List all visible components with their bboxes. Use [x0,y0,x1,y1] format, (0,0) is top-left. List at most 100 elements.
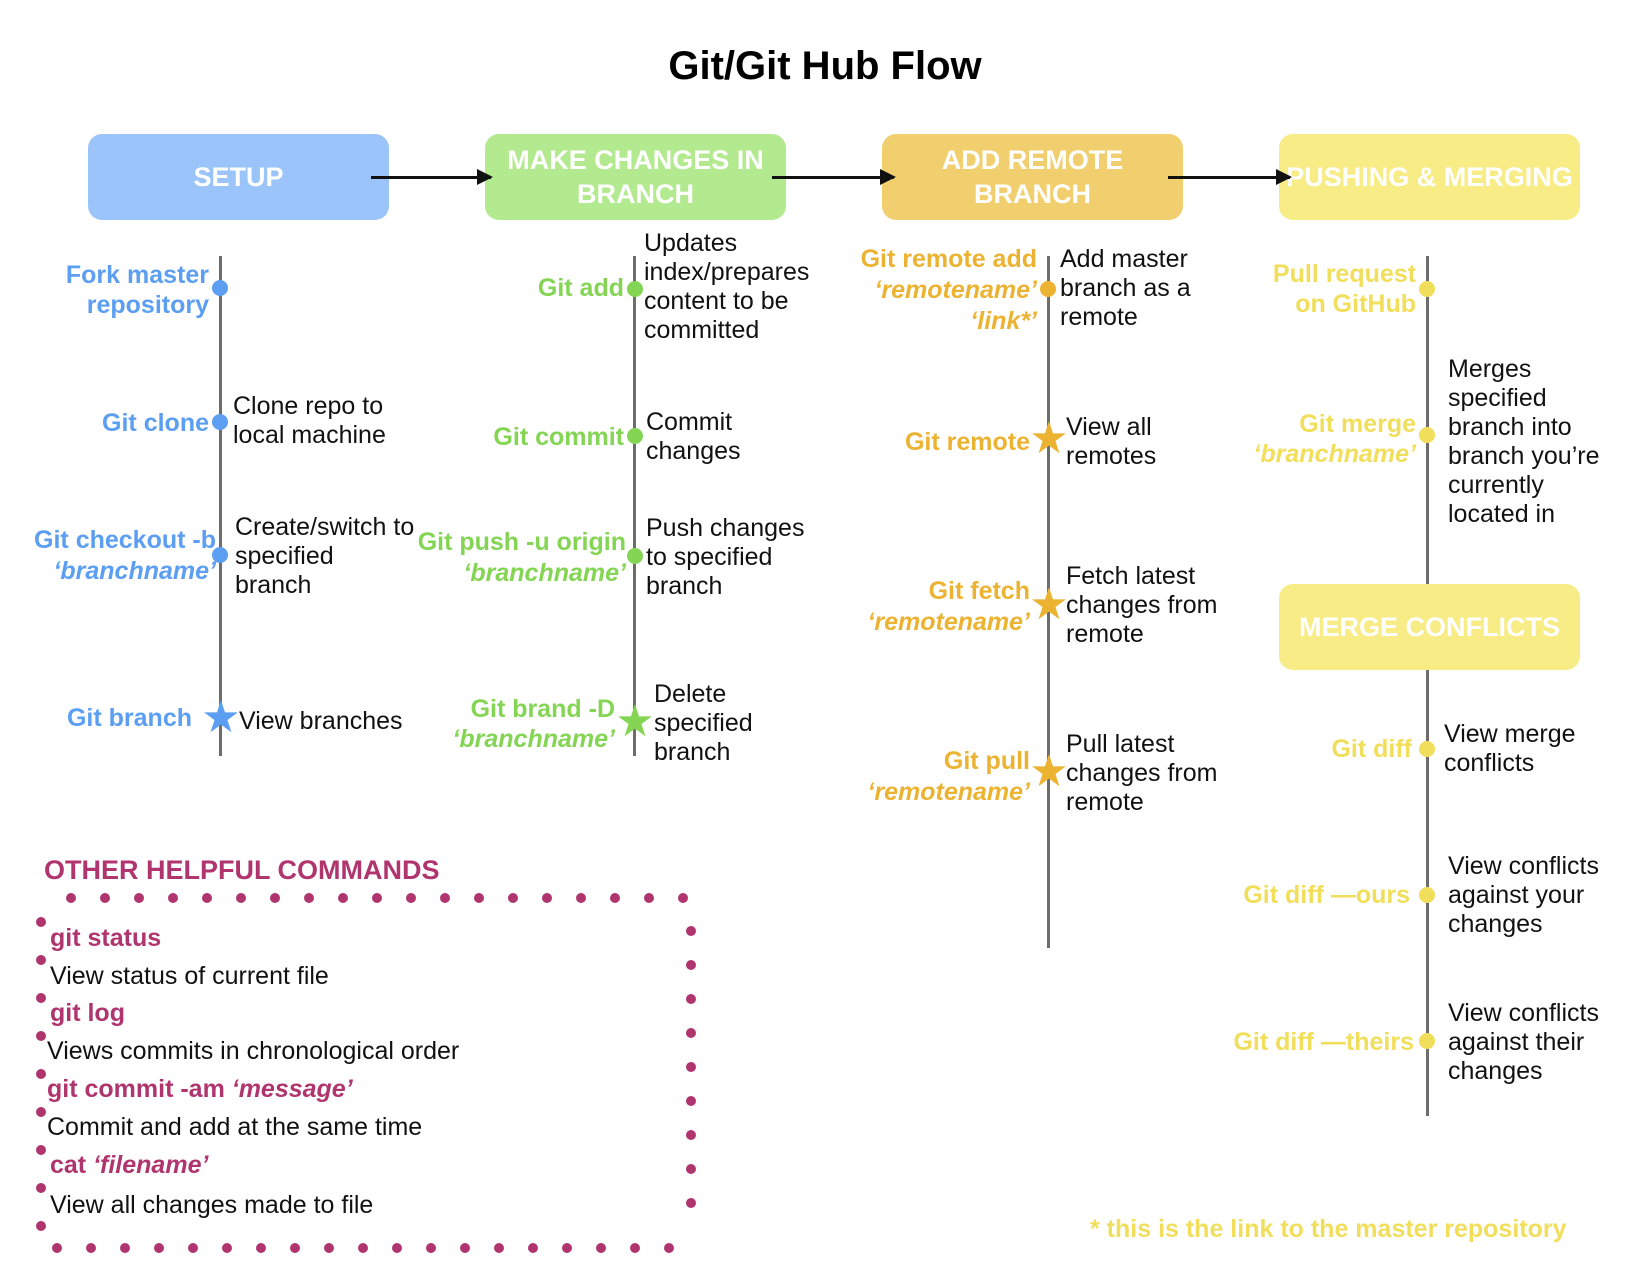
pushing-arg-merge: ‘branchname’ [1253,440,1416,468]
changes-desc-add: Updates index/prepares content to be com… [644,229,810,344]
changes-cmd-commit: Git commit [493,423,624,451]
frame-dot [610,893,620,903]
other-desc-cat: View all changes made to file [50,1191,374,1219]
setup-cmd-branch: Git branch [66,704,192,732]
conflicts-node-theirs [1419,1033,1435,1049]
other-cmd-cat-name: cat [50,1151,87,1179]
setup-node-fork [212,280,228,296]
changes-desc-delete: Delete specified branch [654,680,753,766]
frame-dot [686,960,696,970]
star-icon: ★ [1029,414,1069,463]
frame-dot [576,893,586,903]
frame-dot [36,1221,46,1231]
flow-arrow-1 [371,169,493,185]
other-cmd-cat: cat ‘filename’ [50,1151,208,1180]
page-title: Git/Git Hub Flow [668,44,982,88]
remote-desc-add: Add master branch as a remote [1060,245,1191,331]
pushing-node-merge [1419,427,1435,443]
frame-dot [270,893,280,903]
changes-node-push [627,548,643,564]
frame-dot [542,893,552,903]
remote-cmd-add: Git remote add [860,245,1037,273]
pushing-merging-header-label: PUSHING & MERGING [1286,162,1573,192]
conflicts-node-ours [1419,887,1435,903]
frame-dot [686,1130,696,1140]
pushing-cmd-merge: Git merge [1299,410,1416,438]
frame-dot [324,1243,334,1253]
setup-node-clone [212,414,228,430]
remote-cmd-pull: Git pull [943,747,1030,775]
frame-dot [460,1243,470,1253]
frame-dot [290,1243,300,1253]
frame-dot [66,893,76,903]
setup-desc-clone: Clone repo to local machine [233,392,386,449]
setup-arg-checkout: ‘branchname’ [53,557,216,585]
pushing-timeline [1426,256,1429,584]
setup-cmd-fork: Fork master repository [65,261,209,319]
remote-desc-fetch: Fetch latest changes from remote [1066,562,1218,648]
pushing-merging-header: PUSHING & MERGING [1279,134,1580,220]
frame-dot [154,1243,164,1253]
frame-dot [406,893,416,903]
other-cmd-commit: git commit -am ‘message’ [47,1075,353,1104]
frame-dot [686,1062,696,1072]
frame-dot [562,1243,572,1253]
star-icon: ★ [1029,580,1069,629]
frame-dot [392,1243,402,1253]
other-desc-status: View status of current file [50,962,329,990]
other-commands-title: OTHER HELPFUL COMMANDS [44,855,440,885]
setup-node-checkout [212,547,228,563]
other-cmd-commit-name: git commit -am [47,1075,225,1103]
other-cmd-status: git status [50,924,162,952]
star-icon: ★ [1029,747,1069,796]
add-remote-header: ADD REMOTE BRANCH [882,134,1183,220]
frame-dot [36,1107,46,1117]
frame-dot [36,955,46,965]
remote-cmd-fetch: Git fetch [928,577,1030,605]
other-cmd-commit-arg: ‘message’ [231,1075,353,1103]
setup-header: SETUP [88,134,389,220]
frame-dot [188,1243,198,1253]
frame-dot [86,1243,96,1253]
conflicts-node-diff [1419,741,1435,757]
setup-desc-checkout: Create/switch to specified branch [235,513,415,599]
frame-dot [372,893,382,903]
star-icon: ★ [615,697,655,746]
changes-cmd-push: Git push -u origin [417,528,626,556]
frame-dot [202,893,212,903]
merge-conflicts-header: MERGE CONFLICTS [1279,584,1580,670]
frame-dot [686,1164,696,1174]
frame-dot [528,1243,538,1253]
frame-dot [338,893,348,903]
remote-cmd-view: Git remote [904,428,1030,456]
changes-timeline [633,256,636,756]
frame-dot [36,1069,46,1079]
changes-node-add [627,281,643,297]
frame-dot [596,1243,606,1253]
conflicts-desc-ours: View conflicts against your changes [1448,852,1599,938]
frame-dot [120,1243,130,1253]
frame-dot [686,1028,696,1038]
frame-dot [304,893,314,903]
other-cmd-cat-arg: ‘filename’ [93,1151,209,1179]
other-desc-commit: Commit and add at the same time [47,1113,423,1141]
flow-arrow-3 [1168,169,1292,185]
pushing-cmd-pull-request: Pull request on GitHub [1272,260,1416,318]
frame-dot [474,893,484,903]
merge-conflicts-header-label: MERGE CONFLICTS [1299,612,1560,642]
changes-arg-push: ‘branchname’ [463,559,626,587]
make-changes-header: MAKE CHANGES IN BRANCH [485,134,786,220]
frame-dot [678,893,688,903]
changes-cmd-add: Git add [537,274,624,302]
changes-arg-delete: ‘branchname’ [452,725,615,753]
conflicts-desc-theirs: View conflicts against their changes [1448,999,1599,1085]
frame-dot [236,893,246,903]
setup-cmd-checkout: Git checkout -b [34,526,216,554]
other-desc-log: Views commits in chronological order [47,1037,460,1065]
conflicts-desc-diff: View merge conflicts [1444,720,1576,777]
setup-timeline [219,256,222,756]
frame-dot [644,893,654,903]
frame-dot [168,893,178,903]
frame-dot [440,893,450,903]
conflicts-cmd-theirs: Git diff —theirs [1233,1028,1414,1056]
